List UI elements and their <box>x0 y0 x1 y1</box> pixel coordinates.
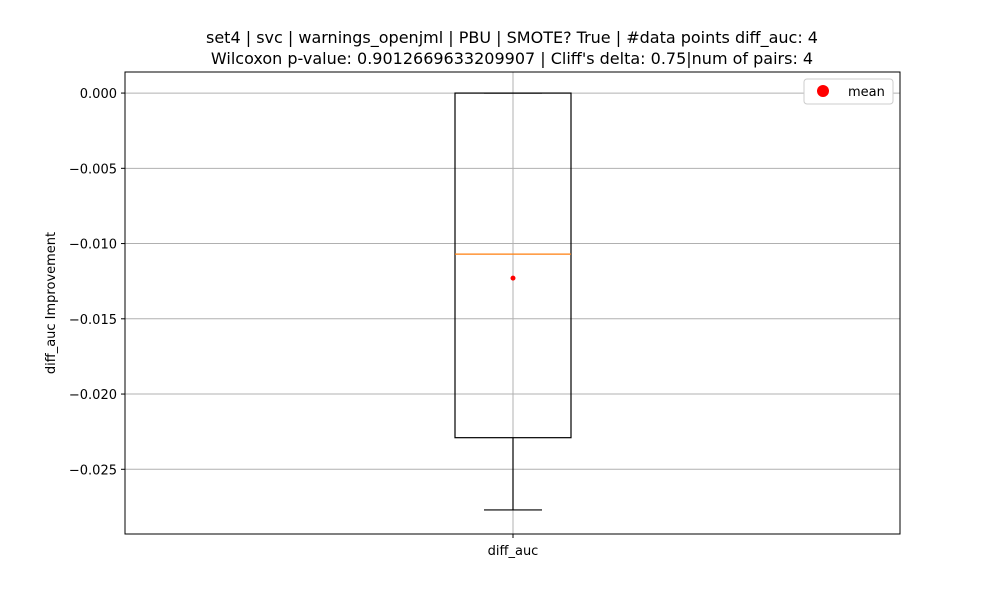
y-tick-label: −0.010 <box>69 238 117 253</box>
y-tick-label: −0.025 <box>69 463 117 478</box>
legend-mean-marker <box>817 85 829 97</box>
plot-area-frame <box>124 71 901 535</box>
x-tick-label: diff_auc <box>488 544 539 559</box>
y-tick-label: 0.000 <box>80 87 117 102</box>
legend-mean-label: mean <box>848 85 885 100</box>
y-tick-label: −0.020 <box>69 388 117 403</box>
mean-marker <box>510 275 516 281</box>
iqr-box <box>454 92 572 439</box>
box-group <box>454 92 572 511</box>
legend: mean <box>803 78 894 105</box>
x-axis-ticks: diff_auc <box>488 534 539 559</box>
chart-title-line-2: Wilcoxon p-value: 0.9012669633209907 | C… <box>211 49 813 68</box>
y-tick-label: −0.015 <box>69 313 117 328</box>
y-tick-label: −0.005 <box>69 162 117 177</box>
y-axis-label: diff_auc Improvement <box>44 232 59 374</box>
chart-title-line-1: set4 | svc | warnings_openjml | PBU | SM… <box>206 28 818 48</box>
y-axis-ticks: 0.000 −0.005 −0.010 −0.015 −0.020 −0.025 <box>69 87 125 478</box>
legend-box <box>803 78 894 105</box>
